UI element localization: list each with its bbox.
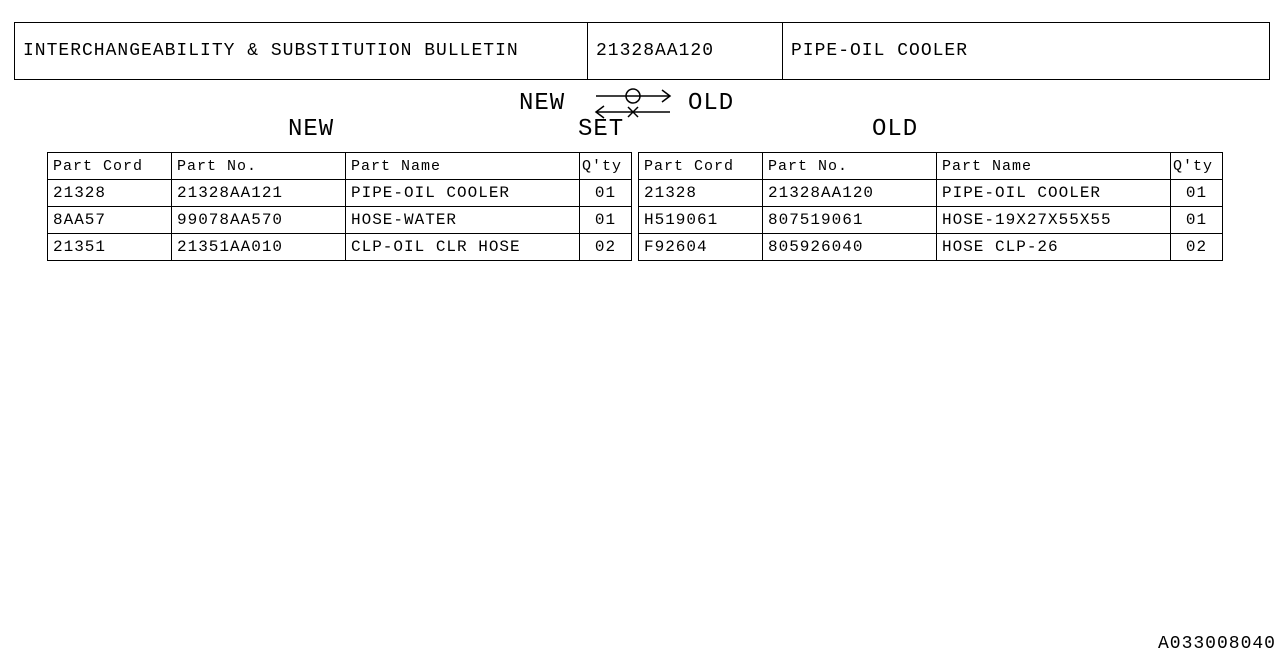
col-header-no: Part No. bbox=[763, 153, 937, 180]
cell-cord: 21328 bbox=[639, 180, 763, 207]
table-header-row: Part Cord Part No. Part Name Q'ty bbox=[48, 153, 632, 180]
table-row: 21351 21351AA010 CLP-OIL CLR HOSE 02 bbox=[48, 234, 632, 261]
old-parts-table: Part Cord Part No. Part Name Q'ty 21328 … bbox=[638, 152, 1223, 261]
group-label-new: NEW bbox=[288, 116, 334, 143]
col-header-cord: Part Cord bbox=[48, 153, 172, 180]
table-row: F92604 805926040 HOSE CLP-26 02 bbox=[639, 234, 1223, 261]
cell-name: HOSE-WATER bbox=[346, 207, 580, 234]
col-header-no: Part No. bbox=[172, 153, 346, 180]
cell-qty: 02 bbox=[1171, 234, 1223, 261]
col-header-qty: Q'ty bbox=[580, 153, 632, 180]
cell-cord: 8AA57 bbox=[48, 207, 172, 234]
cell-qty: 01 bbox=[1171, 207, 1223, 234]
cell-no: 21328AA121 bbox=[172, 180, 346, 207]
cell-name: HOSE CLP-26 bbox=[937, 234, 1171, 261]
cell-cord: 21328 bbox=[48, 180, 172, 207]
cell-name: CLP-OIL CLR HOSE bbox=[346, 234, 580, 261]
table-row: H519061 807519061 HOSE-19X27X55X55 01 bbox=[639, 207, 1223, 234]
cell-no: 21328AA120 bbox=[763, 180, 937, 207]
group-labels: NEW SET OLD bbox=[0, 122, 1280, 152]
table-row: 21328 21328AA120 PIPE-OIL COOLER 01 bbox=[639, 180, 1223, 207]
cell-no: 99078AA570 bbox=[172, 207, 346, 234]
table-row: 21328 21328AA121 PIPE-OIL COOLER 01 bbox=[48, 180, 632, 207]
group-label-set: SET bbox=[578, 116, 624, 143]
cell-qty: 01 bbox=[1171, 180, 1223, 207]
cell-cord: H519061 bbox=[639, 207, 763, 234]
cell-cord: F92604 bbox=[639, 234, 763, 261]
cell-qty: 01 bbox=[580, 180, 632, 207]
group-label-old: OLD bbox=[872, 116, 918, 143]
cell-no: 807519061 bbox=[763, 207, 937, 234]
legend-old-label: OLD bbox=[688, 90, 734, 117]
cell-name: PIPE-OIL COOLER bbox=[346, 180, 580, 207]
col-header-name: Part Name bbox=[346, 153, 580, 180]
header-bar: INTERCHANGEABILITY & SUBSTITUTION BULLET… bbox=[14, 22, 1270, 80]
cell-name: HOSE-19X27X55X55 bbox=[937, 207, 1171, 234]
legend-row: NEW OLD bbox=[0, 84, 1280, 122]
col-header-name: Part Name bbox=[937, 153, 1171, 180]
tables-container: Part Cord Part No. Part Name Q'ty 21328 … bbox=[47, 152, 1233, 261]
header-title: INTERCHANGEABILITY & SUBSTITUTION BULLET… bbox=[15, 23, 588, 79]
col-header-qty: Q'ty bbox=[1171, 153, 1223, 180]
legend-new-label: NEW bbox=[519, 90, 565, 117]
header-part-no: 21328AA120 bbox=[588, 23, 783, 79]
cell-qty: 02 bbox=[580, 234, 632, 261]
table-row: 8AA57 99078AA570 HOSE-WATER 01 bbox=[48, 207, 632, 234]
cell-no: 21351AA010 bbox=[172, 234, 346, 261]
cell-qty: 01 bbox=[580, 207, 632, 234]
col-header-cord: Part Cord bbox=[639, 153, 763, 180]
header-part-name: PIPE-OIL COOLER bbox=[783, 23, 1269, 79]
footer-code: A033008040 bbox=[1158, 634, 1276, 654]
table-header-row: Part Cord Part No. Part Name Q'ty bbox=[639, 153, 1223, 180]
cell-name: PIPE-OIL COOLER bbox=[937, 180, 1171, 207]
new-parts-table: Part Cord Part No. Part Name Q'ty 21328 … bbox=[47, 152, 632, 261]
cell-no: 805926040 bbox=[763, 234, 937, 261]
cell-cord: 21351 bbox=[48, 234, 172, 261]
